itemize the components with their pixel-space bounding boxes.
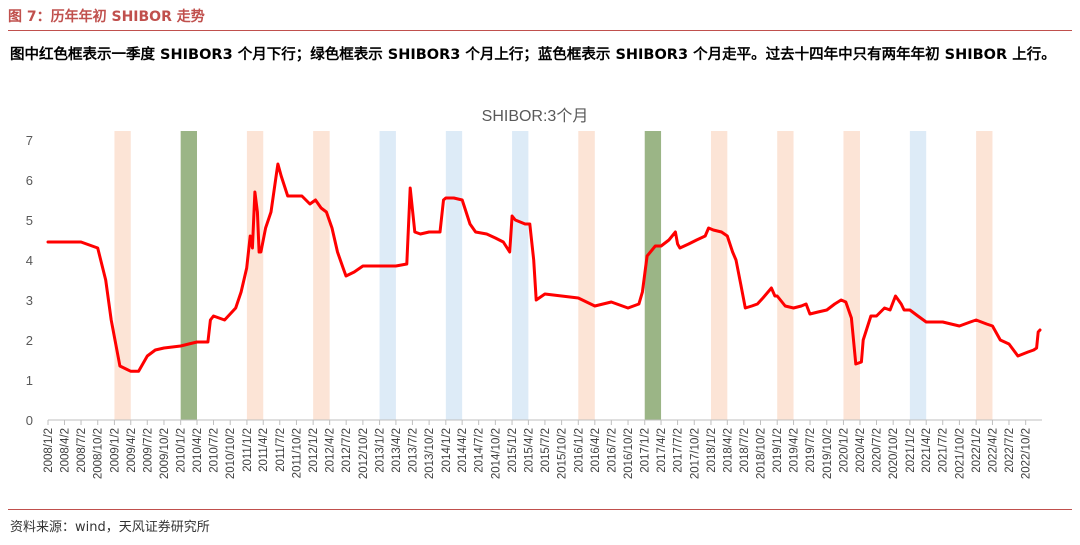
x-tick-label: 2022/4/2 xyxy=(987,428,999,473)
x-tick-label: 2009/1/2 xyxy=(109,428,121,473)
series-lines xyxy=(46,162,1042,373)
y-tick-label: 7 xyxy=(26,133,33,148)
band-down xyxy=(976,131,993,420)
band-down xyxy=(777,131,794,420)
x-tick-label: 2022/7/2 xyxy=(1004,428,1016,473)
y-tick-label: 4 xyxy=(26,253,33,268)
x-tick-label: 2010/1/2 xyxy=(176,428,188,473)
x-tick-label: 2008/4/2 xyxy=(60,428,72,473)
x-axis: 2008/1/2 2008/4/2 2008/7/2 2008/10/2 2009/1/… xyxy=(43,419,1042,479)
y-tick-label: 0 xyxy=(26,413,33,428)
x-tick-label: 2021/7/2 xyxy=(938,428,950,473)
x-tick-label: 2016/4/2 xyxy=(590,428,602,473)
x-tick-label: 2020/1/2 xyxy=(838,428,850,473)
band-flat xyxy=(445,131,463,420)
x-tick-label: 2015/10/2 xyxy=(557,428,569,479)
shibor-line xyxy=(46,162,1042,373)
band-flat xyxy=(909,131,927,420)
x-tick-label: 2018/4/2 xyxy=(722,428,734,473)
chart-title: SHIBOR:3个月 xyxy=(482,107,589,125)
x-tick-label: 2018/7/2 xyxy=(739,428,751,473)
x-tick-label: 2009/4/2 xyxy=(126,428,138,473)
x-tick-label: 2021/1/2 xyxy=(905,428,917,473)
x-tick-label: 2015/4/2 xyxy=(523,428,535,473)
x-tick-label: 2014/7/2 xyxy=(474,428,486,473)
x-tick-label: 2012/7/2 xyxy=(341,428,353,473)
x-tick-label: 2015/7/2 xyxy=(540,428,552,473)
x-tick-label: 2012/4/2 xyxy=(325,428,337,473)
x-tick-label: 2022/1/2 xyxy=(971,428,983,473)
x-tick-label: 2019/1/2 xyxy=(772,428,784,473)
x-tick-label: 2016/10/2 xyxy=(623,428,635,479)
x-tick-label: 2011/1/2 xyxy=(242,428,254,472)
x-tick-label: 2020/4/2 xyxy=(855,428,867,473)
x-tick-label: 2017/10/2 xyxy=(689,428,701,479)
x-tick-label: 2020/10/2 xyxy=(888,428,900,479)
x-tick-label: 2009/10/2 xyxy=(159,428,171,479)
title-divider xyxy=(8,30,1072,31)
x-tick-label: 2012/10/2 xyxy=(358,428,370,479)
figure-description: 图中红色框表示一季度 SHIBOR3 个月下行；绿色框表示 SHIBOR3 个月… xyxy=(10,47,1056,63)
x-tick-label: 2018/10/2 xyxy=(756,428,768,479)
x-tick-label: 2014/1/2 xyxy=(441,428,453,473)
band-up xyxy=(644,131,662,420)
y-tick-label: 5 xyxy=(26,213,33,228)
x-tick-label: 2021/4/2 xyxy=(921,428,933,473)
x-tick-label: 2013/4/2 xyxy=(391,428,403,473)
x-tick-label: 2014/4/2 xyxy=(457,428,469,473)
x-tick-label: 2013/10/2 xyxy=(424,428,436,479)
band-down xyxy=(843,131,860,420)
band-down xyxy=(246,131,264,420)
band-down xyxy=(578,131,595,420)
band-down xyxy=(114,131,131,420)
figure-title: 图 7：历年年初 SHIBOR 走势 xyxy=(8,9,205,25)
band-flat xyxy=(379,131,396,420)
band-down xyxy=(710,131,728,420)
band-down xyxy=(313,131,330,420)
x-tick-label: 2010/10/2 xyxy=(225,428,237,479)
x-tick-label: 2018/1/2 xyxy=(706,428,718,473)
x-tick-label: 2014/10/2 xyxy=(490,428,502,479)
x-tick-label: 2019/4/2 xyxy=(789,428,801,473)
y-axis: 0 1 2 3 4 5 6 7 xyxy=(26,133,33,428)
shaded-bands xyxy=(114,131,993,420)
x-tick-label: 2017/1/2 xyxy=(640,428,652,473)
x-tick-label: 2016/1/2 xyxy=(573,428,585,473)
y-tick-label: 2 xyxy=(26,333,33,348)
band-flat xyxy=(512,131,529,420)
x-tick-label: 2011/4/2 xyxy=(258,428,270,472)
x-tick-label: 2013/1/2 xyxy=(375,428,387,473)
y-tick-label: 6 xyxy=(26,173,33,188)
x-tick-label: 2017/4/2 xyxy=(656,428,668,473)
x-tick-label: 2013/7/2 xyxy=(407,428,419,473)
x-tick-label: 2008/7/2 xyxy=(76,428,88,473)
x-tick-label: 2010/7/2 xyxy=(209,428,221,473)
y-tick-label: 3 xyxy=(26,293,33,308)
x-tick-label: 2008/10/2 xyxy=(93,428,105,479)
source-divider xyxy=(8,509,1072,510)
band-up xyxy=(180,131,198,420)
y-tick-label: 1 xyxy=(26,373,33,388)
x-tick-label: 2017/7/2 xyxy=(673,428,685,473)
x-tick-label: 2020/7/2 xyxy=(871,428,883,473)
x-tick-label: 2011/10/2 xyxy=(291,428,303,478)
x-tick-label: 2019/10/2 xyxy=(822,428,834,479)
x-tick-label: 2016/7/2 xyxy=(606,428,618,473)
source-note: 资料来源：wind，天风证券研究所 xyxy=(10,520,210,535)
x-tick-label: 2008/1/2 xyxy=(43,428,55,473)
x-tick-label: 2012/1/2 xyxy=(308,428,320,473)
x-tick-label: 2021/10/2 xyxy=(954,428,966,479)
x-tick-label: 2009/7/2 xyxy=(142,428,154,473)
x-tick-label: 2015/1/2 xyxy=(507,428,519,473)
x-tick-label: 2011/7/2 xyxy=(275,428,287,472)
x-tick-label: 2019/7/2 xyxy=(805,428,817,473)
x-tick-label: 2010/4/2 xyxy=(192,428,204,473)
x-tick-label: 2022/10/2 xyxy=(1021,428,1033,479)
